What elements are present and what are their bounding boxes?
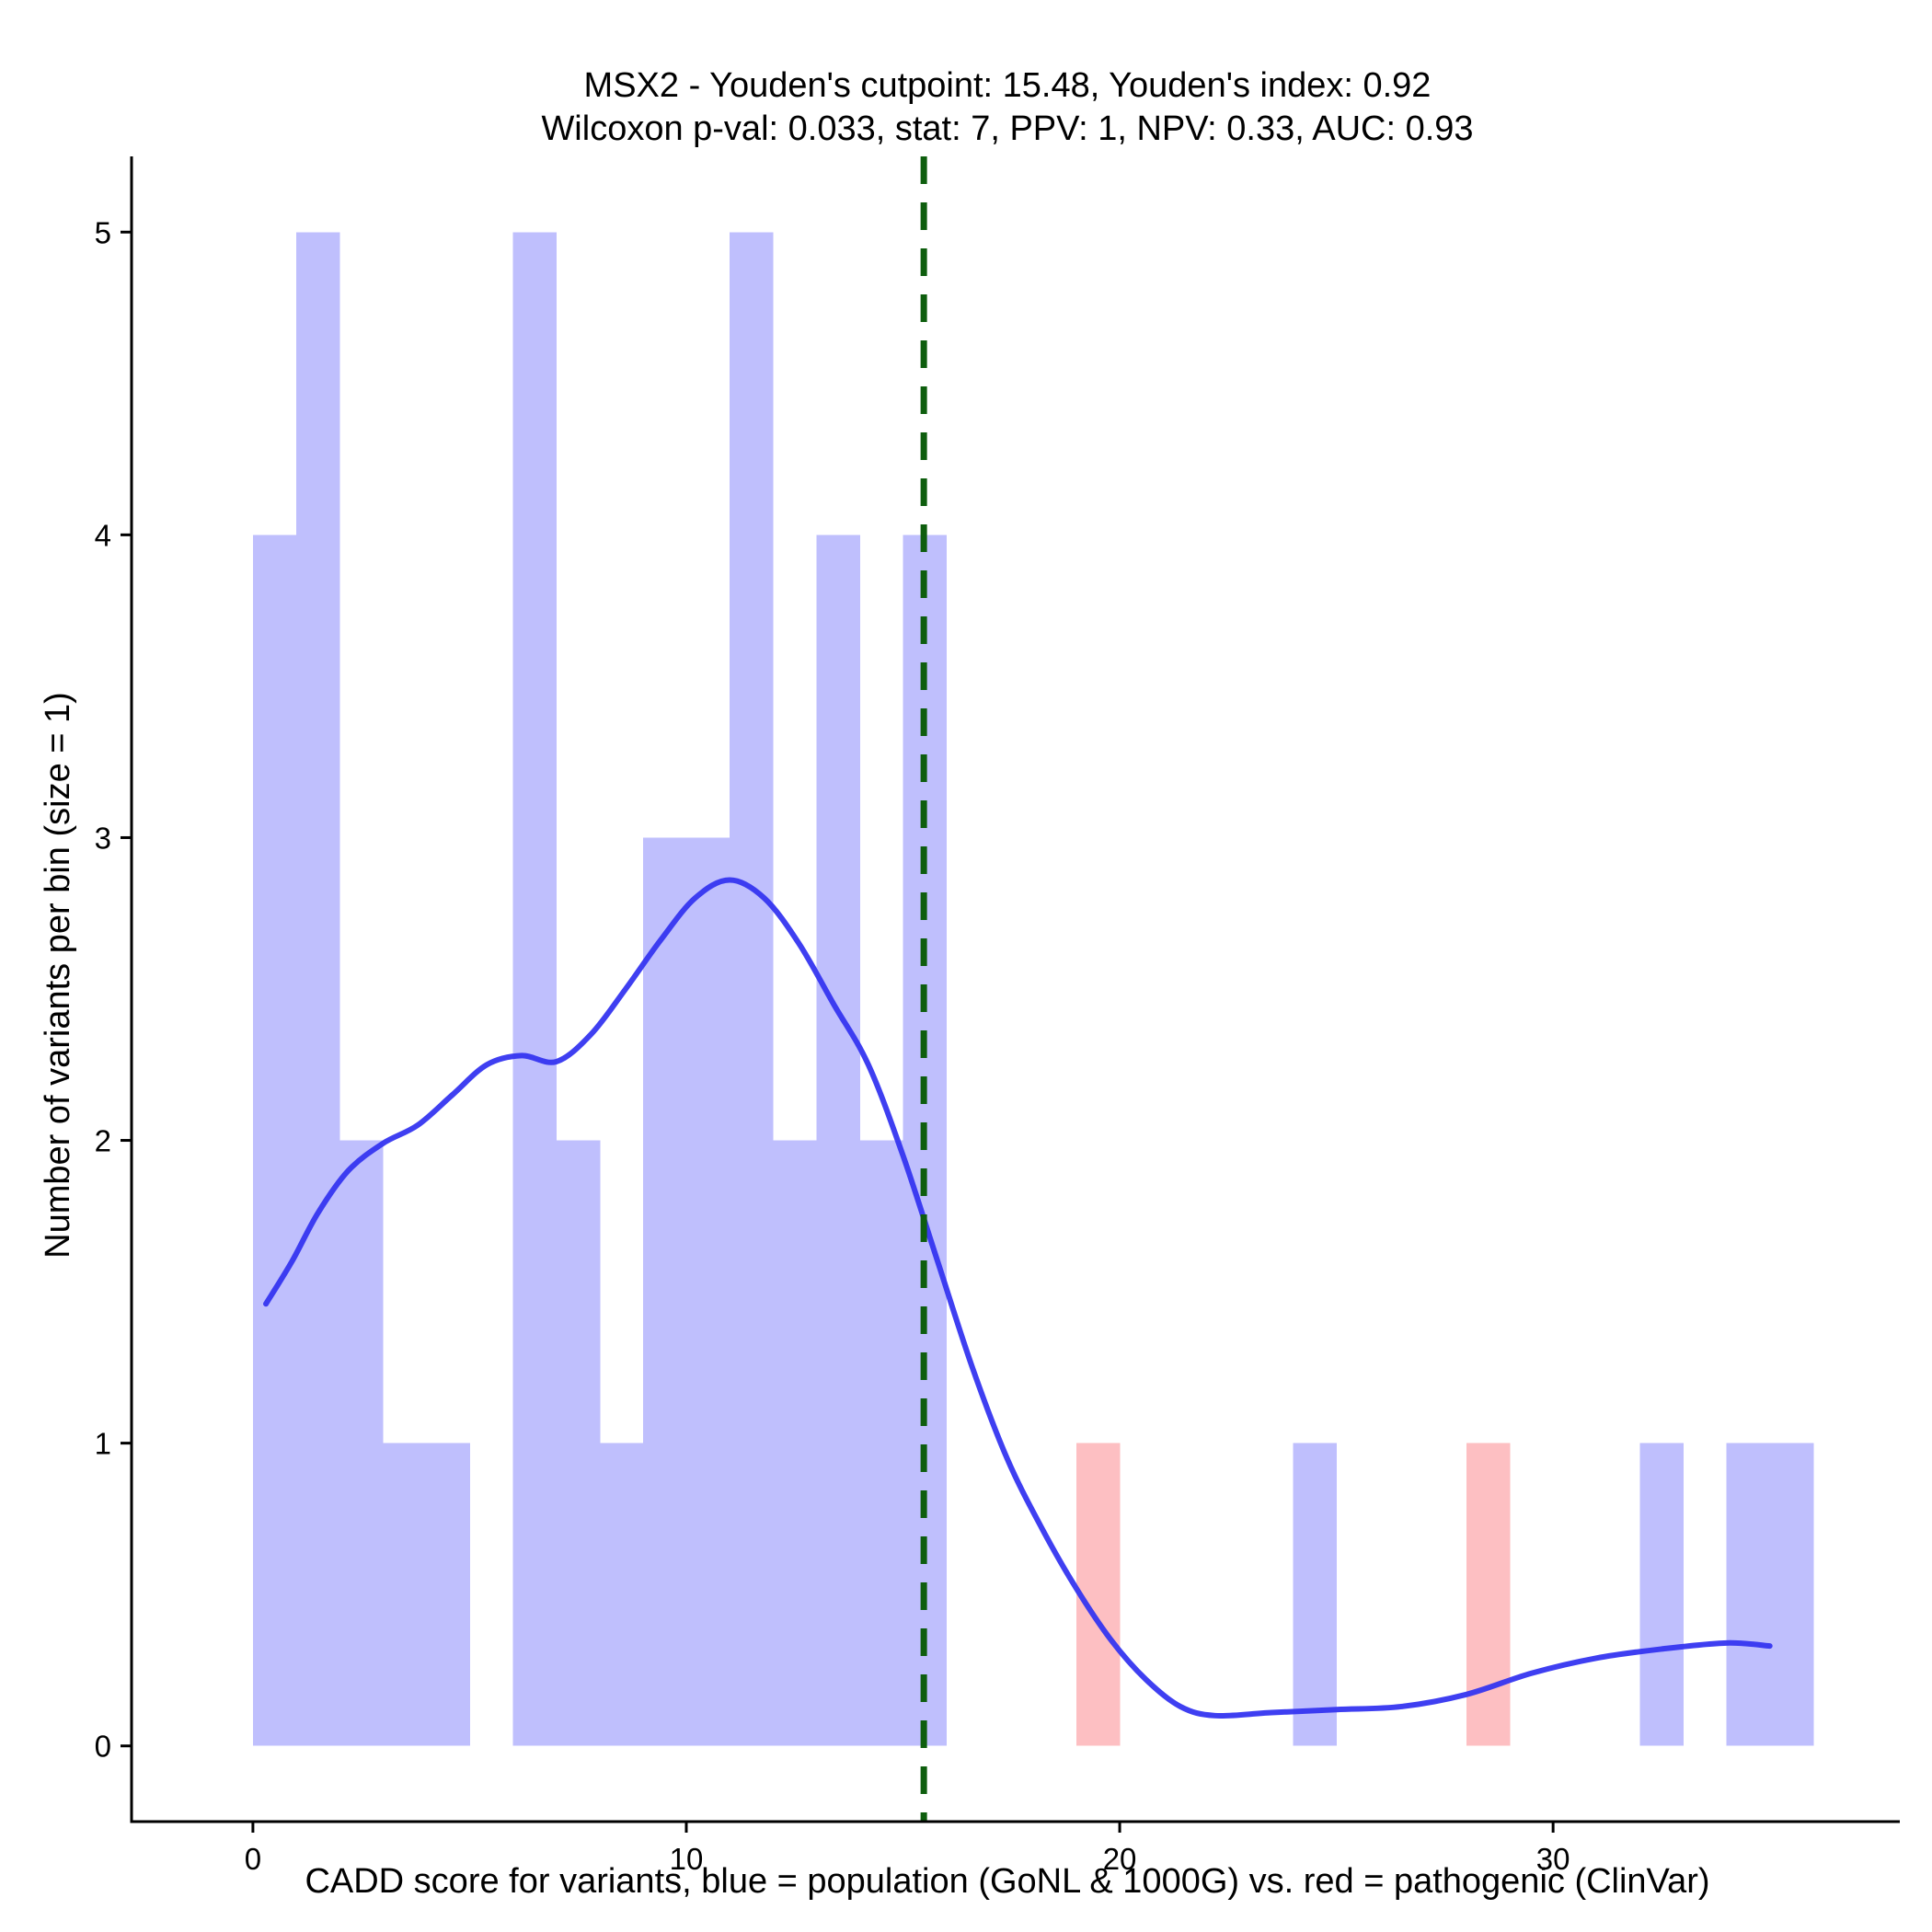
histogram-bar-population-12 <box>773 1140 817 1746</box>
density-curve <box>263 877 1773 1719</box>
histogram-bar-population-1 <box>296 232 340 1746</box>
x-axis-label: CADD score for variants, blue = populati… <box>305 1862 1709 1901</box>
chart-title-line2: Wilcoxon p-val: 0.033, stat: 7, PPV: 1, … <box>541 109 1473 148</box>
density-curve-layer <box>263 877 1773 1719</box>
histogram-bar-population-0 <box>252 535 297 1746</box>
histogram-bar-population-24 <box>1293 1443 1338 1746</box>
histogram-bar-population-10 <box>685 837 730 1746</box>
y-axis-label: Number of variants per bin (size = 1) <box>39 692 77 1259</box>
histogram-bar-population-34 <box>1726 1443 1771 1746</box>
histogram-bar-population-2 <box>339 1140 384 1746</box>
y-tick-label-0: 0 <box>95 1730 111 1764</box>
x-tick-label-30: 30 <box>1536 1842 1570 1876</box>
y-tick-label-5: 5 <box>95 215 111 249</box>
histogram-bar-population-7 <box>556 1140 601 1746</box>
histogram-bar-pathogenic-28 <box>1466 1443 1511 1746</box>
histogram-bar-population-4 <box>426 1443 470 1746</box>
histogram-bar-population-35 <box>1769 1443 1814 1746</box>
histogram-bar-population-32 <box>1639 1443 1684 1746</box>
histogram-bar-pathogenic-19 <box>1075 1443 1121 1746</box>
histogram-bar-population-8 <box>599 1443 644 1746</box>
bars-layer <box>252 232 1814 1746</box>
y-tick-label-3: 3 <box>95 821 111 855</box>
histogram-bar-population-3 <box>383 1443 427 1746</box>
x-tick-label-20: 20 <box>1103 1842 1137 1876</box>
x-tick-label-10: 10 <box>670 1842 704 1876</box>
histogram-bar-population-9 <box>642 837 687 1746</box>
axes-layer <box>130 156 1900 1823</box>
histogram-bar-population-6 <box>512 232 558 1746</box>
histogram-bar-population-13 <box>816 535 860 1746</box>
histogram-bar-population-14 <box>859 1140 904 1746</box>
y-tick-label-2: 2 <box>95 1124 111 1158</box>
ticks-layer: 0 10 20 30 0 1 2 3 4 5 <box>95 215 1570 1876</box>
chart-title-line1: MSX2 - Youden's cutpoint: 15.48, Youden'… <box>584 66 1432 105</box>
y-tick-label-1: 1 <box>95 1427 111 1461</box>
histogram-bar-population-11 <box>730 232 774 1746</box>
y-tick-label-4: 4 <box>95 518 111 552</box>
x-tick-label-0: 0 <box>245 1842 261 1876</box>
